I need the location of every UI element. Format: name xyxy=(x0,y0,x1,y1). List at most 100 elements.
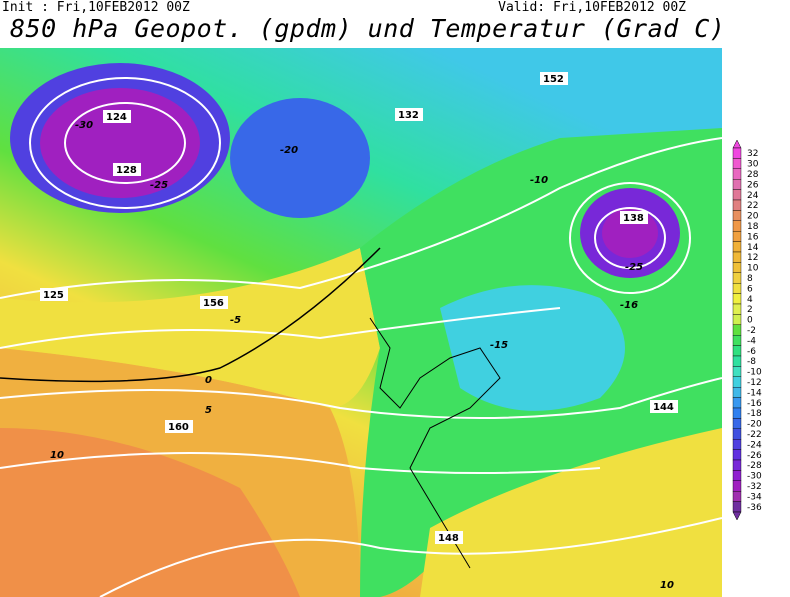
legend-tick-label: -20 xyxy=(747,420,762,430)
temp-label: 10 xyxy=(660,580,674,591)
valid-time: Valid: Fri,10FEB2012 00Z xyxy=(498,0,686,15)
legend-tick-label: -26 xyxy=(747,451,762,461)
legend-swatch xyxy=(732,303,742,315)
legend-swatch xyxy=(732,334,742,346)
legend-swatch xyxy=(732,407,742,419)
legend-swatch xyxy=(732,199,742,211)
height-label: 144 xyxy=(653,402,674,413)
cold-air-east xyxy=(440,285,625,411)
hot-region xyxy=(0,428,300,597)
legend-swatch xyxy=(732,449,742,461)
legend-swatch xyxy=(732,366,742,377)
legend-swatch xyxy=(732,345,742,357)
height-label: 132 xyxy=(398,110,419,121)
init-time: Init : Fri,10FEB2012 00Z xyxy=(2,0,190,15)
legend-tick-label: -32 xyxy=(747,482,762,492)
temperature-legend: 32302826242220181614121086420-2-4-6-8-10… xyxy=(732,140,762,520)
legend-tick-label: 4 xyxy=(747,295,753,305)
legend-tick-label: 10 xyxy=(747,264,759,274)
label-box xyxy=(620,211,648,224)
legend-swatch xyxy=(732,241,742,253)
legend-tick-label: 16 xyxy=(747,232,759,242)
legend-swatch xyxy=(732,501,742,513)
legend-swatch xyxy=(732,491,742,502)
legend-swatch xyxy=(732,459,742,471)
south-warm-region xyxy=(420,428,722,597)
legend-tick-label: 6 xyxy=(747,284,753,294)
legend-swatch xyxy=(732,470,742,481)
legend-swatch xyxy=(732,439,742,450)
legend-tick-label: -6 xyxy=(747,347,756,357)
legend-tick-label: -30 xyxy=(747,472,762,482)
legend-tick-label: -36 xyxy=(747,503,762,513)
legend-tick-label: 18 xyxy=(747,222,759,232)
label-box xyxy=(540,72,568,85)
legend-arrow-down xyxy=(732,511,742,520)
height-label: 160 xyxy=(168,422,189,433)
legend-tick-label: 0 xyxy=(747,316,753,326)
legend-swatch xyxy=(732,355,742,367)
legend-tick-label: 30 xyxy=(747,160,759,170)
legend-tick-label: 32 xyxy=(747,149,758,159)
label-box xyxy=(435,531,463,544)
legend-tick-label: -4 xyxy=(747,336,756,346)
legend-tick-label: -8 xyxy=(747,357,756,367)
legend-tick-label: 22 xyxy=(747,201,758,211)
height-label: 152 xyxy=(543,74,564,85)
legend-swatch xyxy=(732,158,742,169)
temp-label: -16 xyxy=(620,300,638,311)
temp-label: -30 xyxy=(75,120,93,131)
temp-label: -25 xyxy=(150,180,168,191)
legend-swatch xyxy=(732,428,742,440)
coastline xyxy=(369,317,501,569)
legend-tick-label: 28 xyxy=(747,170,759,180)
legend-tick-label: 2 xyxy=(747,305,753,315)
temp-label: -25 xyxy=(625,262,643,273)
legend-swatch xyxy=(732,251,742,263)
legend-swatch xyxy=(732,168,742,180)
legend-tick-label: -22 xyxy=(747,430,762,440)
legend-tick-label: 8 xyxy=(747,274,753,284)
legend-tick-label: -12 xyxy=(747,378,762,388)
temp-label: 5 xyxy=(205,405,212,416)
legend-swatch xyxy=(732,189,742,201)
legend-swatch xyxy=(732,147,742,159)
legend-swatch xyxy=(732,418,742,429)
legend-swatch xyxy=(732,210,742,222)
legend-tick-label: -16 xyxy=(747,399,762,409)
legend-arrow-up xyxy=(732,140,742,149)
legend-swatch xyxy=(732,376,742,388)
height-label: 148 xyxy=(438,533,459,544)
chart-title: 850 hPa Geopot. (gpdm) und Temperatur (G… xyxy=(10,14,726,43)
label-box xyxy=(650,400,678,413)
label-box xyxy=(200,296,228,309)
temp-label: -10 xyxy=(530,175,548,186)
geopotential-contours xyxy=(0,77,722,597)
legend-tick-label: 26 xyxy=(747,180,759,190)
label-box xyxy=(40,288,68,301)
legend-swatch xyxy=(732,293,742,305)
legend-swatch xyxy=(732,480,742,492)
legend-swatch xyxy=(732,262,742,274)
legend-tick-label: -14 xyxy=(747,388,762,398)
legend-swatch xyxy=(732,220,742,232)
cold-air-north xyxy=(230,98,370,218)
height-label: 125 xyxy=(43,290,64,301)
legend-tick-label: -24 xyxy=(747,440,762,450)
legend-tick-label: -10 xyxy=(747,368,762,378)
label-box xyxy=(103,110,131,123)
legend-tick-label: -18 xyxy=(747,409,762,419)
height-label: 124 xyxy=(106,112,127,123)
legend-swatch xyxy=(732,282,742,294)
temp-label: -15 xyxy=(490,340,508,351)
legend-tick-label: -34 xyxy=(747,492,762,502)
legend-swatch xyxy=(732,397,742,409)
label-box xyxy=(165,420,193,433)
legend-tick-label: -28 xyxy=(747,461,762,471)
temp-label: -20 xyxy=(280,145,298,156)
legend-tick-label: 24 xyxy=(747,191,759,201)
legend-tick-label: 20 xyxy=(747,212,759,222)
height-label: 128 xyxy=(116,165,137,176)
legend-swatch xyxy=(732,324,742,336)
legend-swatch xyxy=(732,272,742,284)
